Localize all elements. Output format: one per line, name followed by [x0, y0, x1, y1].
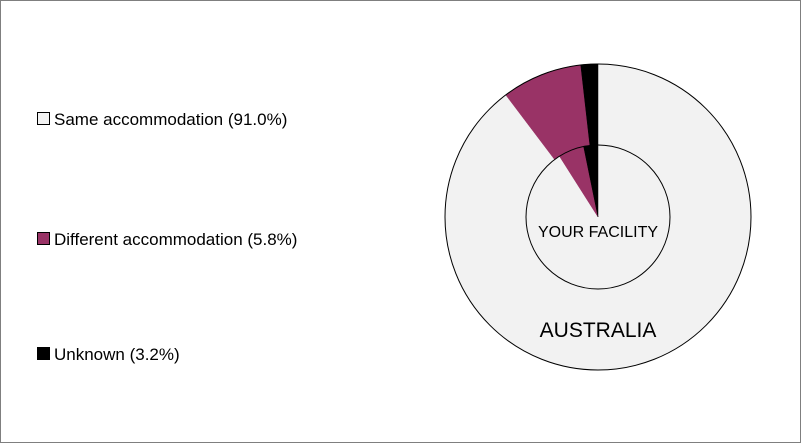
legend-label: Same accommodation (91.0%) — [54, 110, 288, 129]
legend-swatch — [37, 112, 50, 125]
inner-outline — [525, 144, 671, 290]
legend-swatch — [37, 347, 50, 360]
legend-label: Different accommodation (5.8%) — [54, 230, 298, 249]
legend-item: Unknown (3.2%) — [37, 344, 307, 366]
legend-item: Different accommodation (5.8%) — [37, 229, 307, 251]
legend-item: Same accommodation (91.0%) — [37, 109, 307, 131]
inner-label: YOUR FACILITY — [538, 224, 658, 241]
legend-label: Unknown (3.2%) — [54, 345, 180, 364]
legend-swatch — [37, 232, 50, 245]
outer-outline — [444, 63, 752, 371]
ring-label: AUSTRALIA — [540, 319, 657, 342]
